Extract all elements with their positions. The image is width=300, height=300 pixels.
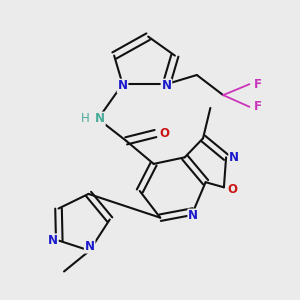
Text: N: N	[48, 234, 58, 247]
Text: N: N	[188, 209, 198, 222]
Text: O: O	[160, 127, 170, 140]
Text: F: F	[254, 100, 262, 113]
Text: F: F	[254, 78, 262, 91]
Text: N: N	[161, 80, 172, 92]
Text: O: O	[227, 183, 237, 196]
Text: H: H	[81, 112, 90, 125]
Text: N: N	[85, 240, 94, 253]
Text: N: N	[95, 112, 105, 125]
Text: N: N	[118, 80, 128, 92]
Text: N: N	[229, 151, 239, 164]
